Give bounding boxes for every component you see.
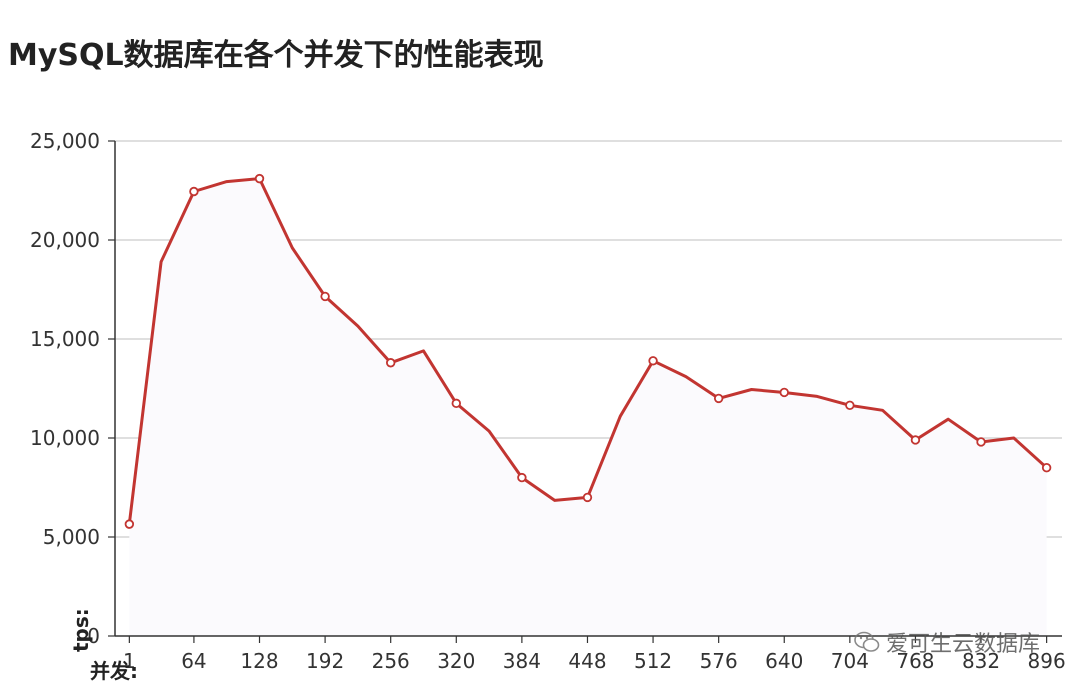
x-tick-label: 64	[181, 649, 206, 673]
data-point	[124, 519, 135, 529]
x-tick-label: 832	[962, 649, 1000, 673]
y-tick-label: 25,000	[30, 129, 100, 153]
y-tick-label: 20,000	[30, 228, 100, 252]
data-point	[713, 393, 724, 404]
x-tick-label: 576	[700, 649, 738, 673]
series-points	[124, 173, 1052, 529]
data-point	[320, 291, 330, 302]
y-tick-label: 15,000	[30, 327, 100, 351]
series-area	[129, 178, 1047, 636]
y-tick-label: 5,000	[43, 525, 100, 549]
x-axis-label: 并发:	[90, 659, 138, 683]
x-tick-label: 704	[831, 649, 869, 673]
axes	[114, 141, 1062, 637]
data-point	[582, 492, 593, 503]
watermark-text: 爱可生云数据库	[885, 632, 1040, 657]
x-tick-label: 384	[503, 649, 541, 673]
x-tick-labels: 1 64 128 192 256 320 384 448 512 576 640 704 768 832 8…	[123, 636, 1066, 673]
watermark: 爱可生云数据库	[854, 626, 1040, 658]
data-point	[385, 358, 396, 368]
data-point	[648, 356, 658, 366]
x-tick-label: 1	[123, 649, 136, 673]
x-tick-label: 768	[896, 649, 934, 673]
x-tick-label: 512	[634, 649, 672, 673]
x-tick-label: 320	[437, 649, 475, 673]
y-axis-label: tps:	[69, 608, 93, 652]
x-tick-label: 640	[765, 649, 803, 673]
data-point	[189, 186, 199, 197]
data-point	[845, 400, 855, 411]
y-tick-label: 10,000	[30, 426, 100, 450]
data-point	[1041, 463, 1052, 473]
y-tick-labels: 0 5,000 10,000 15,000 20,000 25,000	[30, 129, 115, 648]
data-point	[910, 435, 921, 445]
x-tick-label: 896	[1028, 649, 1066, 673]
data-point	[976, 437, 986, 447]
wechat-icon	[854, 631, 880, 652]
x-tick-label: 256	[372, 649, 410, 673]
x-tick-label: 192	[306, 649, 344, 673]
x-tick-label: 128	[240, 649, 278, 673]
data-point	[517, 472, 527, 483]
x-tick-label: 448	[568, 649, 606, 673]
data-point	[254, 173, 265, 184]
data-point	[451, 398, 461, 409]
chart-title: MySQL数据库在各个并发下的性能表现	[8, 38, 544, 73]
data-point	[779, 387, 789, 398]
y-tick-label: 0	[87, 624, 100, 648]
